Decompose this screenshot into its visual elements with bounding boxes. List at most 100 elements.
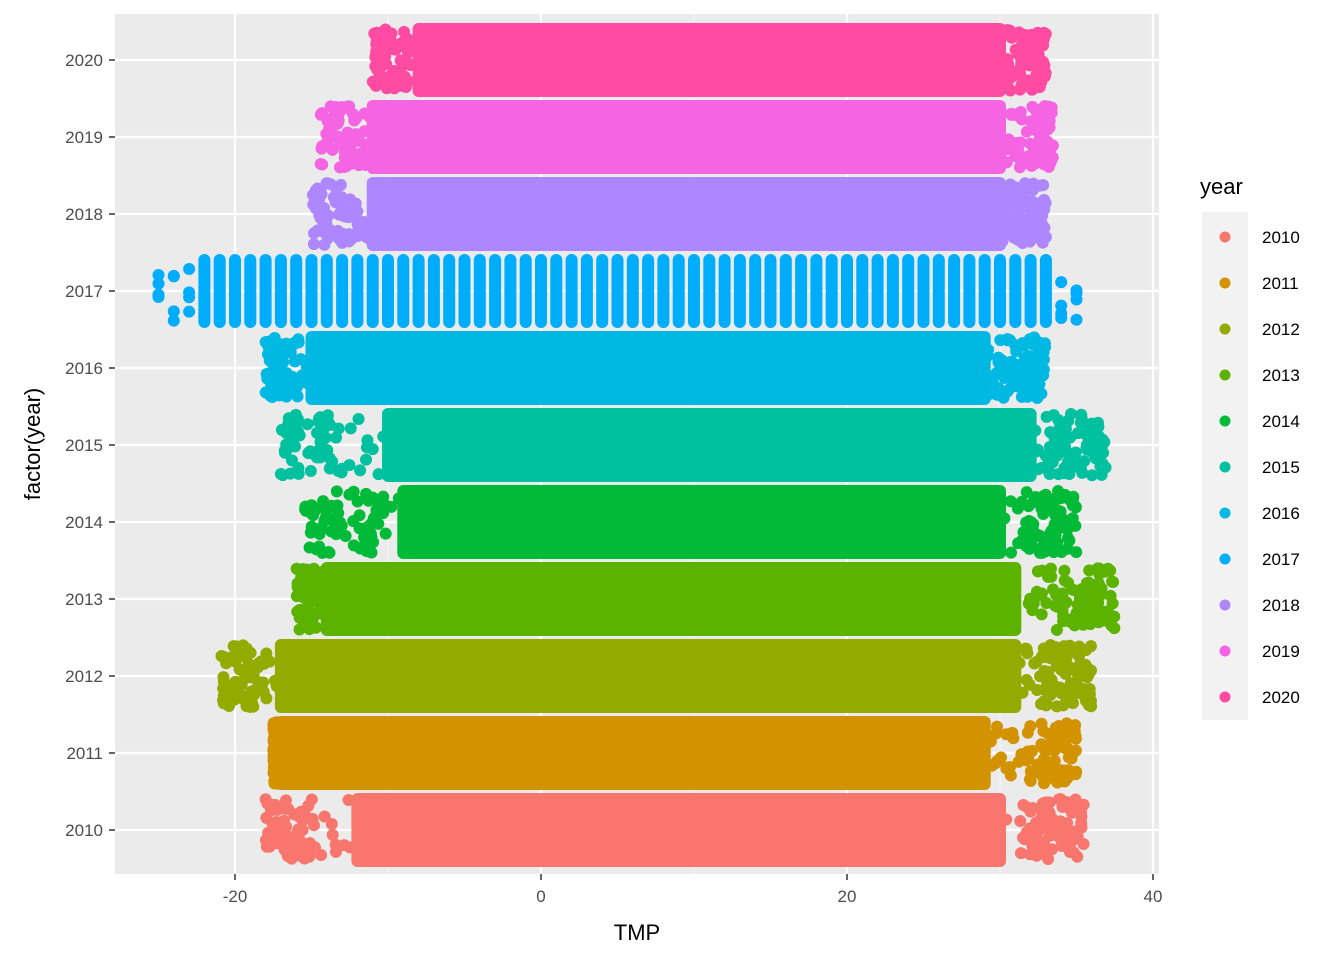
- data-point: [331, 130, 344, 143]
- data-point: [1028, 657, 1041, 670]
- data-point: [354, 464, 367, 477]
- point-column: [596, 254, 609, 328]
- data-point: [1027, 179, 1040, 192]
- data-point: [1036, 37, 1049, 50]
- data-point: [364, 518, 377, 531]
- point-column: [489, 254, 502, 328]
- legend-label: 2012: [1262, 320, 1300, 339]
- point-column: [397, 254, 410, 328]
- data-point: [344, 422, 357, 435]
- point-column: [259, 254, 272, 328]
- data-point: [1023, 848, 1036, 861]
- data-point: [1016, 686, 1029, 699]
- data-point: [1007, 732, 1020, 745]
- data-point: [1014, 815, 1027, 828]
- data-point: [1021, 539, 1034, 552]
- data-point: [1000, 204, 1013, 217]
- data-point: [247, 700, 260, 713]
- data-point: [291, 390, 304, 403]
- data-point: [1069, 519, 1082, 532]
- data-point: [1034, 670, 1047, 683]
- data-point: [359, 544, 372, 557]
- data-point: [1082, 699, 1095, 712]
- data-point: [1033, 221, 1046, 234]
- data-point: [1035, 698, 1048, 711]
- data-point: [997, 391, 1010, 404]
- data-point: [1021, 745, 1034, 758]
- data-point: [1097, 446, 1110, 459]
- x-axis: -20 0 20 40: [223, 874, 1163, 906]
- data-point: [1009, 223, 1022, 236]
- point-cloud: [274, 639, 1022, 713]
- data-point: [1030, 58, 1043, 71]
- data-point: [152, 277, 165, 290]
- data-point: [183, 286, 196, 299]
- data-point: [325, 818, 338, 831]
- data-point: [299, 841, 312, 854]
- point-column: [565, 254, 578, 328]
- data-point: [1066, 845, 1079, 858]
- data-point: [398, 56, 411, 69]
- data-point: [1020, 673, 1033, 686]
- data-point: [1013, 161, 1026, 174]
- data-point: [336, 209, 349, 222]
- data-point: [285, 454, 298, 467]
- data-point: [1011, 136, 1024, 149]
- data-point: [290, 849, 303, 862]
- data-point: [1050, 736, 1063, 749]
- data-point: [271, 719, 284, 732]
- data-point: [303, 850, 316, 863]
- data-point: [1056, 591, 1069, 604]
- point-column: [366, 254, 379, 328]
- data-point: [326, 143, 339, 156]
- data-point: [264, 372, 277, 385]
- data-point: [994, 751, 1007, 764]
- point-column: [703, 254, 716, 328]
- y-tick-label: 2010: [65, 821, 103, 840]
- data-point: [300, 361, 313, 374]
- legend-key-2018: [1219, 599, 1231, 611]
- data-point: [306, 812, 319, 825]
- data-point: [1013, 362, 1026, 375]
- data-point: [280, 337, 293, 350]
- data-point: [1044, 639, 1057, 652]
- data-point: [238, 666, 251, 679]
- data-point: [309, 621, 322, 634]
- data-point: [1021, 74, 1034, 87]
- data-point: [237, 639, 250, 652]
- point-column: [382, 254, 394, 328]
- data-point: [1064, 431, 1077, 444]
- point-cloud: [382, 408, 1037, 482]
- point-cloud: [397, 485, 1006, 559]
- point-column: [948, 254, 961, 328]
- point-column: [841, 254, 853, 328]
- data-point: [265, 804, 278, 817]
- data-point: [269, 767, 282, 780]
- point-column: [473, 254, 486, 328]
- x-tick-label: 40: [1144, 887, 1163, 906]
- data-point: [288, 808, 301, 821]
- data-point: [983, 375, 996, 388]
- data-point: [1037, 197, 1050, 210]
- data-point: [309, 194, 322, 207]
- legend-label: 2016: [1262, 504, 1300, 523]
- data-point: [1060, 695, 1073, 708]
- point-column: [244, 254, 257, 328]
- data-point: [1043, 829, 1056, 842]
- point-column: [274, 254, 287, 328]
- data-point: [1000, 156, 1013, 169]
- data-point: [994, 334, 1007, 347]
- data-point: [316, 546, 329, 559]
- point-column: [856, 254, 869, 328]
- y-tick-label: 2020: [65, 51, 103, 70]
- data-point: [1078, 455, 1091, 468]
- legend-title: year: [1200, 174, 1243, 199]
- data-point: [1049, 599, 1062, 612]
- data-point: [384, 34, 397, 47]
- point-column: [1009, 254, 1022, 328]
- data-point: [1009, 149, 1022, 162]
- legend-label: 2013: [1262, 366, 1300, 385]
- data-point: [982, 343, 995, 356]
- data-point: [1024, 137, 1037, 150]
- data-point: [316, 158, 329, 171]
